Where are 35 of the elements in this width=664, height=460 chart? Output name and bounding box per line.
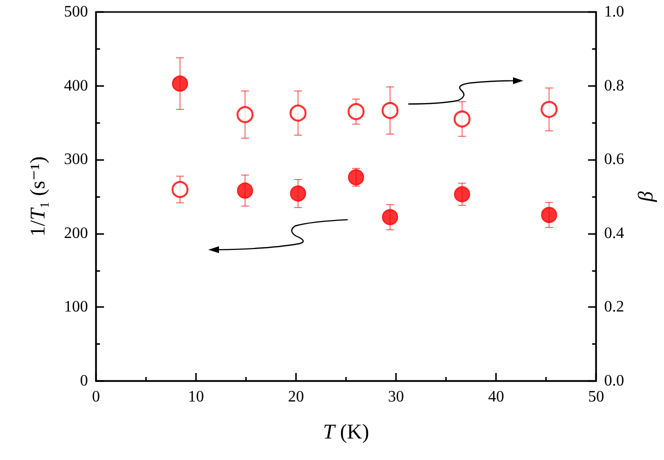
point: [290, 185, 306, 202]
x-tick-label: 50: [588, 388, 604, 406]
point: [172, 180, 189, 198]
y2-tick-label: 0.6: [604, 151, 624, 168]
point: [236, 182, 254, 199]
point: [382, 209, 398, 226]
y2-tick-label: 0.0: [604, 372, 624, 390]
x-tick-label: 30: [388, 388, 404, 406]
x-axis-title: T (K): [323, 420, 370, 444]
y2-axis-title: β: [634, 190, 658, 203]
x-tick-label: 10: [188, 388, 204, 406]
x-tick-label: 20: [288, 388, 304, 406]
point: [454, 110, 471, 128]
y2-tick-label: 0.4: [604, 224, 624, 242]
point: [290, 104, 307, 122]
y2-tick-label: 0.2: [604, 298, 624, 316]
point: [172, 75, 188, 92]
x-tick-label: 0: [92, 388, 100, 406]
y-tick-label: 0: [80, 372, 88, 390]
point: [540, 100, 558, 118]
y-axis-title: 1/T₁ (s⁻¹): [26, 156, 50, 237]
y2-tick-label: 1.0: [604, 4, 624, 20]
point: [348, 103, 365, 120]
y-tick-label: 100: [64, 298, 88, 316]
point: [541, 206, 558, 224]
x-tick-label: 40: [488, 388, 504, 406]
point: [454, 186, 470, 202]
point: [348, 169, 364, 186]
y-tick-label: 500: [64, 4, 88, 20]
point: [236, 106, 254, 124]
y2-tick-label: 0.8: [604, 77, 624, 94]
y-tick-label: 200: [64, 224, 88, 242]
y-tick-label: 300: [64, 151, 88, 168]
point: [382, 102, 399, 120]
y-tick-label: 400: [64, 77, 88, 94]
